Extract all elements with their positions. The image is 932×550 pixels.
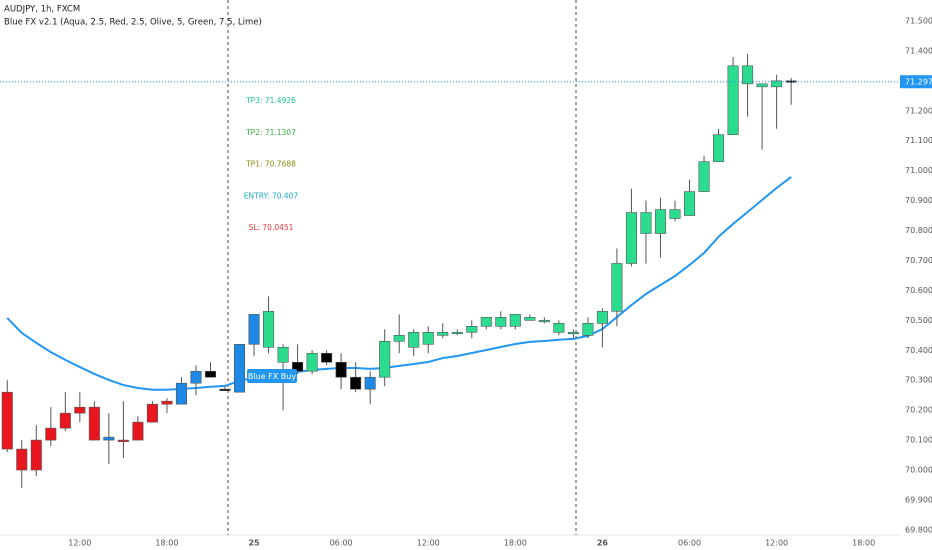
candle-body [567,332,579,335]
chart-title: AUDJPY, 1h, FXCM [4,5,80,15]
y-tick-label: 70.700 [905,256,932,265]
candle-body [16,448,28,471]
candle-body [524,317,536,321]
y-tick-label: 69.900 [905,495,932,504]
x-tick-label: 06:00 [678,539,701,548]
candle-body [538,320,550,323]
candle-body [771,80,783,88]
signal-label: Blue FX Buy [247,369,297,383]
signal-box [247,369,297,383]
candle-body [437,332,449,336]
candle-body [611,263,623,312]
level-annotation: SL: 70.0451 [249,223,294,232]
level-annotation: TP3: 71.4926 [245,96,296,105]
candle-body [175,382,187,405]
x-tick-label: 12:00 [765,539,788,548]
candle-body [640,212,652,234]
candle-body [350,376,362,390]
candle-body [292,361,304,372]
candle-body [785,80,797,83]
candle-body [408,332,420,348]
candle-body [306,352,318,372]
y-tick-label: 70.900 [905,196,932,205]
signal-text: Blue FX Buy [248,372,296,381]
candle-body [88,406,100,441]
candle-body [204,370,217,378]
candle-body [480,317,492,327]
candle-body [669,209,681,219]
candle-body [466,326,478,333]
candle-body [45,427,57,441]
y-tick-label: 71.200 [905,106,932,115]
candle-body [117,439,129,442]
candle-body [59,412,71,429]
candle-body [74,406,86,414]
candle-body [713,134,725,162]
candle-body [103,436,115,441]
candle-body [625,212,637,264]
last-price-box [900,75,932,89]
candle-body [582,323,594,336]
candle-body [756,83,768,88]
moving-average [6,176,792,391]
candle-body [30,439,42,471]
x-tick-label: 12:00 [68,539,91,548]
y-tick-label: 69.800 [905,525,932,534]
x-tick-label: 12:00 [417,539,440,548]
y-tick-label: 70.400 [905,346,932,355]
y-tick-label: 71.400 [905,46,932,55]
y-tick-label: 70.100 [905,436,932,445]
y-tick-label: 71.100 [905,136,932,145]
y-tick-label: 70.300 [905,376,932,385]
candle-body [596,311,608,324]
x-tick-label: 06:00 [330,539,353,548]
candle-body [233,343,246,393]
candle-body [335,361,347,378]
x-tick-label: 18:00 [155,539,178,548]
candle-body [146,403,158,423]
candle-body [698,161,710,192]
level-annotation: TP1: 70.7688 [245,160,296,169]
candle-body [263,311,275,348]
y-tick-label: 70.800 [905,226,932,235]
candle-body [451,332,463,335]
x-tick-label: 25 [248,539,260,548]
y-tick-label: 71.000 [905,166,932,175]
y-tick-label: 71.500 [905,16,932,25]
x-tick-label: 18:00 [504,539,527,548]
y-tick-label: 70.600 [905,286,932,295]
y-tick-label: 70.200 [905,406,932,415]
level-annotation: ENTRY: 70.407 [244,191,299,200]
candle-body [393,335,405,342]
candle-body [654,209,667,234]
candle-body [422,332,434,345]
candle-body [495,317,507,327]
candle-body [190,370,202,384]
candle-body [132,421,144,441]
candle-body [161,400,173,405]
candle-body [321,352,333,363]
candle-body [727,65,739,136]
candle-body [742,65,754,85]
candle-body [1,391,13,450]
indicator-subtitle: Blue FX v2.1 (Aqua, 2.5, Red, 2.5, Olive… [4,18,262,28]
y-tick-label: 70.000 [905,466,932,475]
candle-body [277,346,289,363]
y-tick-label: 70.500 [905,316,932,325]
candle-body [509,314,521,327]
last-price-label: 71.297 [905,78,932,87]
candle-body [683,191,696,216]
x-tick-label: 18:00 [852,539,875,548]
candle-body [553,323,565,333]
x-tick-label: 26 [597,539,609,548]
candle-body [248,314,260,345]
level-annotation: TP2: 71.1307 [245,128,296,137]
candle-body [379,340,391,378]
candle-body [219,388,231,391]
candle-body [364,376,376,390]
